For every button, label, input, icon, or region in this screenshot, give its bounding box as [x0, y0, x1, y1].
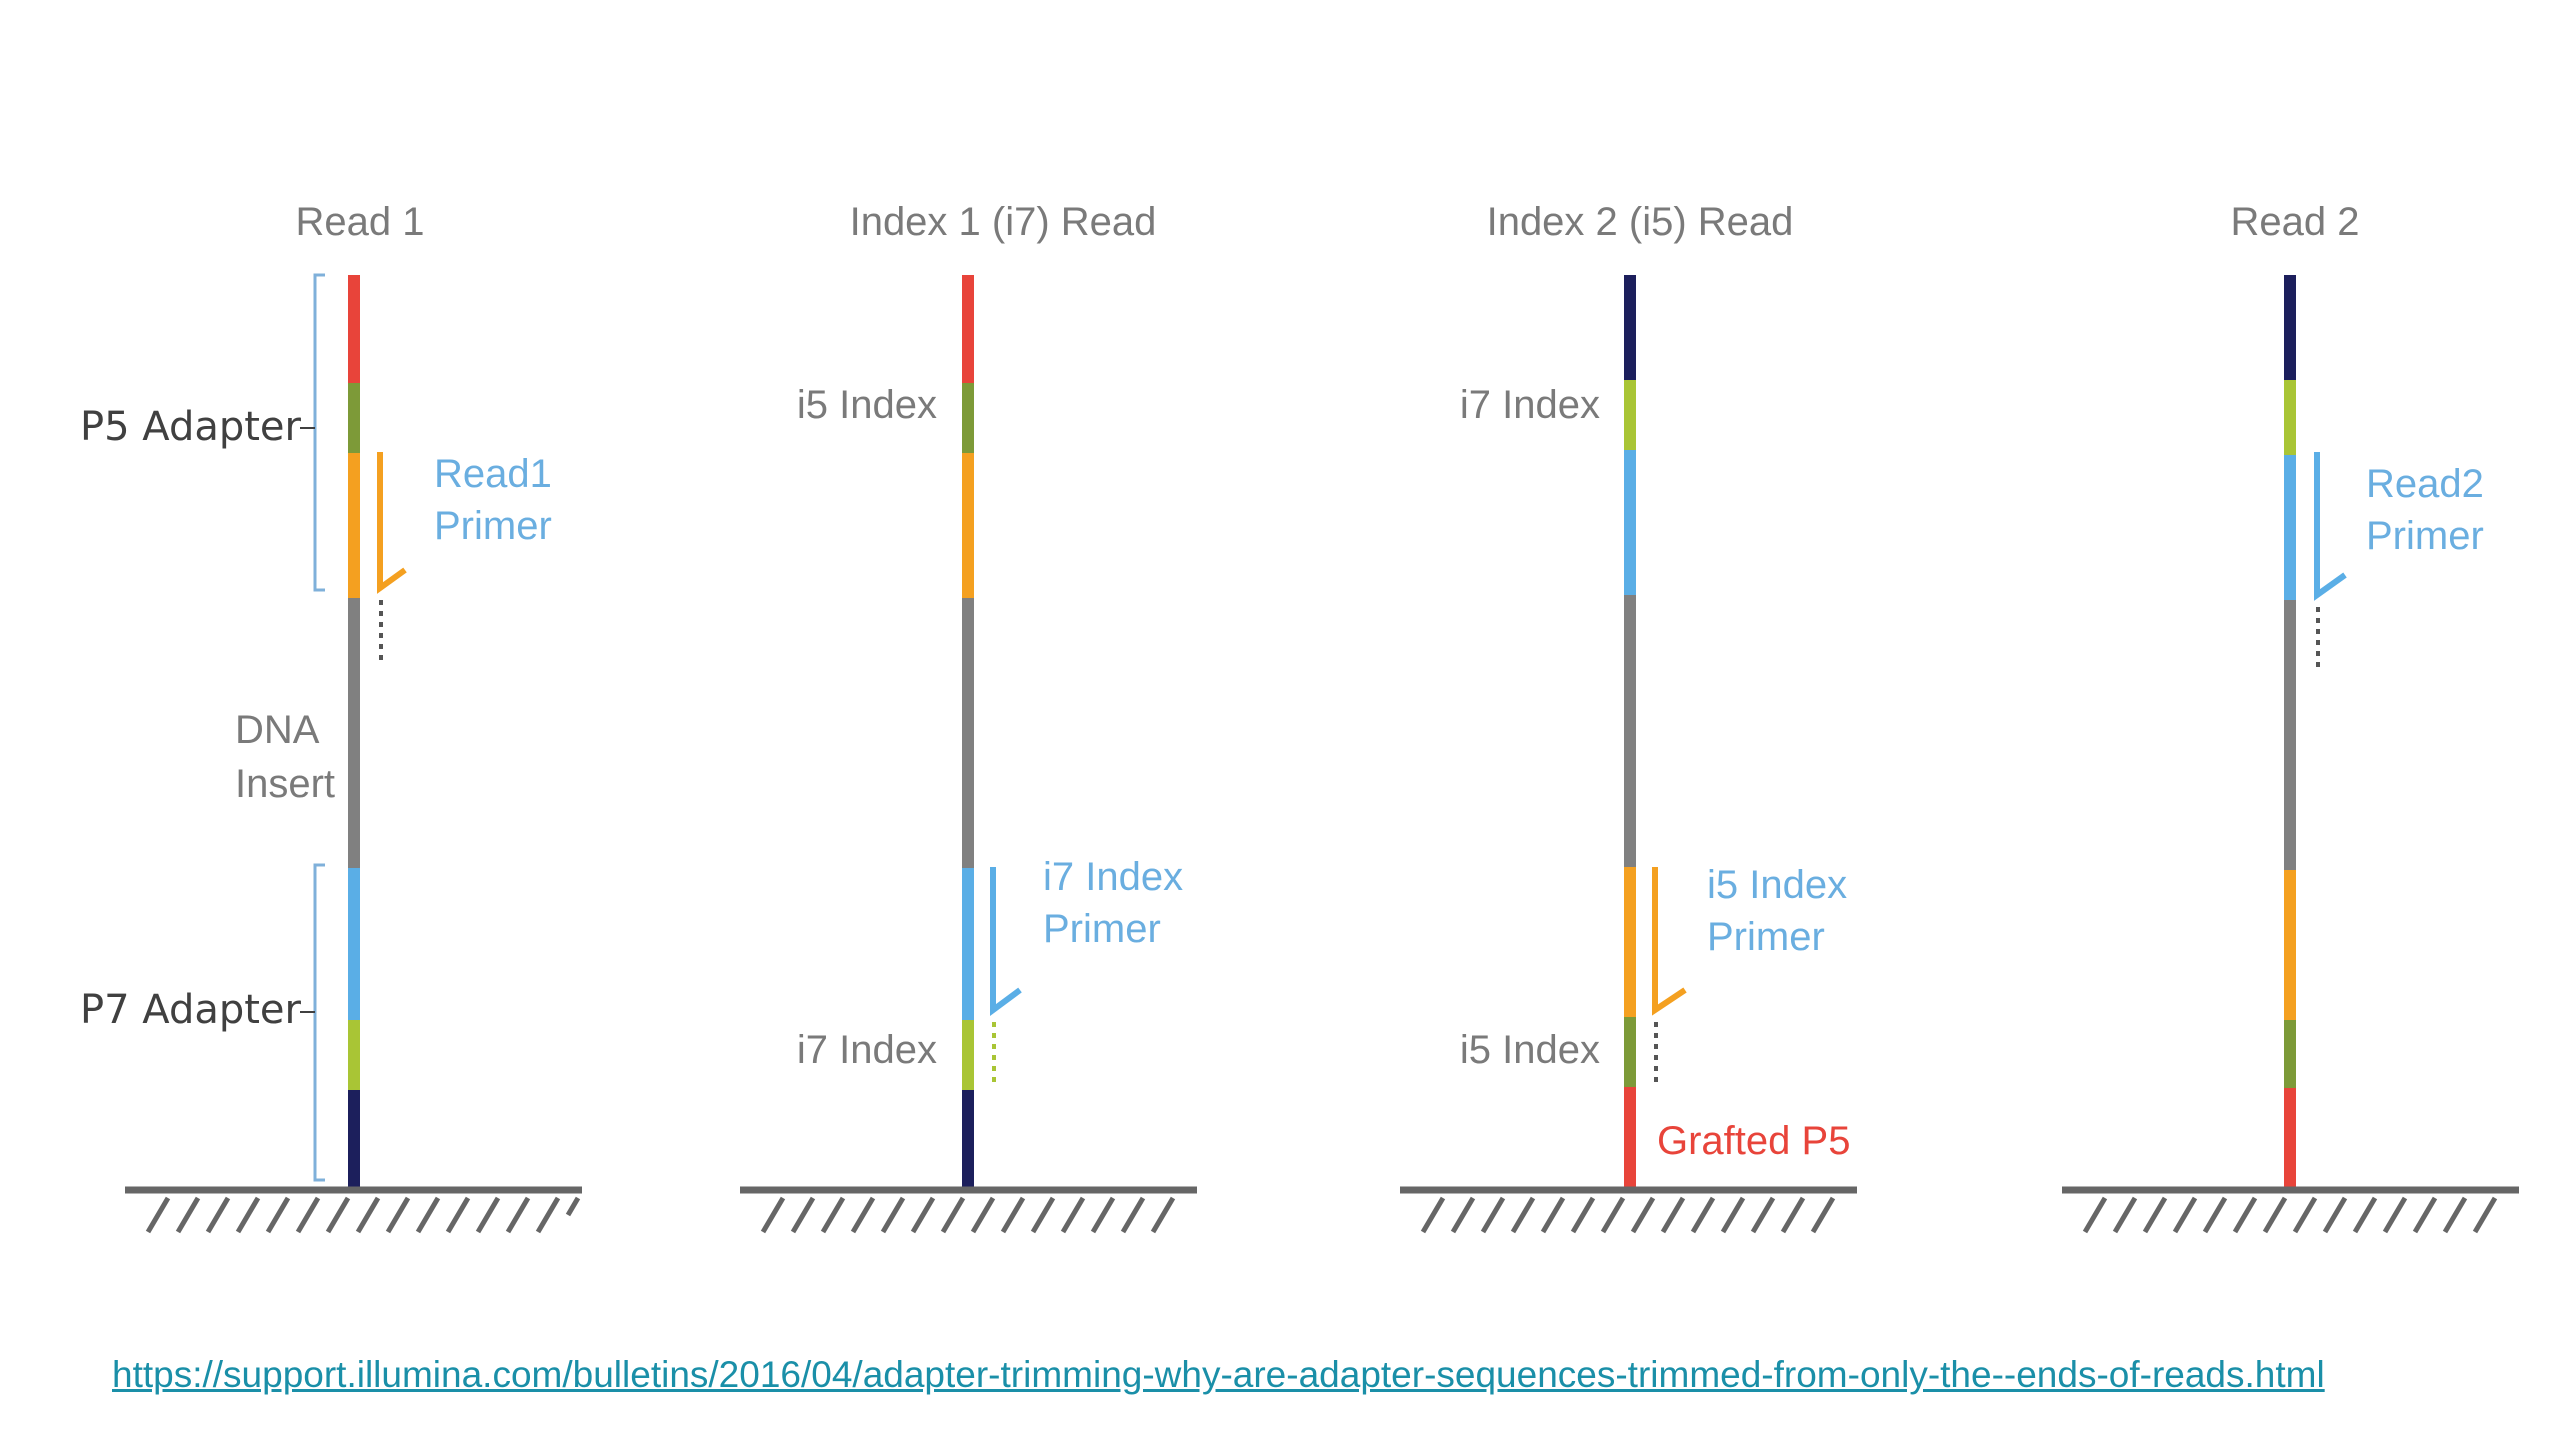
panel-index-2: Index 2 (i5) Read i7 Index i5 Index i5 I…: [1400, 200, 1857, 1234]
primer-label-line1: Read2: [2366, 462, 2484, 506]
segment-lime: [348, 1020, 360, 1090]
primer-label-line2: Primer: [1043, 907, 1161, 951]
segment-gray: [348, 598, 360, 868]
primer-label-line1: i5 Index: [1707, 863, 1847, 907]
primer-label-line2: Primer: [1707, 915, 1825, 959]
segment-red: [348, 275, 360, 383]
dna-strand: [962, 275, 974, 1190]
panel-read-2: Read 2 Read2 Primer: [2062, 200, 2519, 1234]
primer-label-line1: i7 Index: [1043, 855, 1183, 899]
primer-label-line2: Primer: [434, 504, 552, 548]
segment-navy: [2284, 275, 2296, 380]
dna-strand: [1624, 275, 1636, 1190]
panel-index-1: Index 1 (i7) Read i5 Index i7 Index i7 I…: [740, 200, 1197, 1234]
segment-lime: [1624, 380, 1636, 450]
ground-surface: [2062, 1186, 2519, 1234]
panel-title: Index 1 (i7) Read: [850, 200, 1157, 244]
dna-insert-label-line2: Insert: [235, 762, 335, 806]
segment-red: [1624, 1087, 1636, 1190]
segment-navy: [348, 1090, 360, 1190]
segment-orange: [348, 453, 360, 598]
panel-title: Read 2: [2231, 200, 2360, 244]
upper-index-label: i7 Index: [1460, 383, 1600, 427]
i7-index-primer: [990, 867, 1022, 1088]
lower-index-label: i5 Index: [1460, 1028, 1600, 1072]
segment-gray: [962, 598, 974, 868]
dna-strand: [348, 275, 360, 1190]
segment-orange: [2284, 870, 2296, 1020]
panel-title: Index 2 (i5) Read: [1487, 200, 1794, 244]
segment-blue: [1624, 450, 1636, 595]
segment-blue: [962, 868, 974, 1020]
segment-gray: [2284, 600, 2296, 870]
p5-adapter-label: P5 Adapter: [80, 404, 302, 450]
segment-olive: [348, 383, 360, 453]
ground-surface: [1400, 1186, 1857, 1234]
segment-blue: [348, 868, 360, 1020]
segment-lime: [962, 1020, 974, 1090]
segment-navy: [962, 1090, 974, 1190]
segment-orange: [1624, 867, 1636, 1017]
segment-red: [2284, 1088, 2296, 1190]
p5-bracket: [313, 273, 325, 592]
upper-index-label: i5 Index: [797, 383, 937, 427]
segment-orange: [962, 453, 974, 598]
i5-index-primer: [1652, 867, 1687, 1085]
segment-olive: [2284, 1020, 2296, 1088]
segment-gray: [1624, 595, 1636, 867]
read1-primer: [377, 452, 407, 665]
ground-surface: [740, 1186, 1197, 1234]
grafted-p5-label: Grafted P5: [1657, 1119, 1850, 1163]
p7-adapter-label: P7 Adapter: [80, 987, 302, 1033]
segment-red: [962, 275, 974, 383]
primer-label-line2: Primer: [2366, 514, 2484, 558]
segment-olive: [1624, 1017, 1636, 1087]
read2-primer: [2314, 452, 2347, 672]
panel-read-1: Read 1 P5 Adapter P7 Adapter DNA Insert …: [80, 200, 582, 1234]
primer-label-line1: Read1: [434, 452, 552, 496]
panel-title: Read 1: [296, 200, 425, 244]
dna-strand: [2284, 275, 2296, 1190]
dna-insert-label-line1: DNA: [235, 708, 320, 752]
lower-index-label: i7 Index: [797, 1028, 937, 1072]
p7-bracket: [313, 863, 325, 1182]
segment-olive: [962, 383, 974, 453]
segment-lime: [2284, 380, 2296, 455]
source-link[interactable]: https://support.illumina.com/bulletins/2…: [112, 1354, 2325, 1395]
ground-surface: [125, 1186, 582, 1234]
segment-blue: [2284, 455, 2296, 600]
segment-navy: [1624, 275, 1636, 380]
